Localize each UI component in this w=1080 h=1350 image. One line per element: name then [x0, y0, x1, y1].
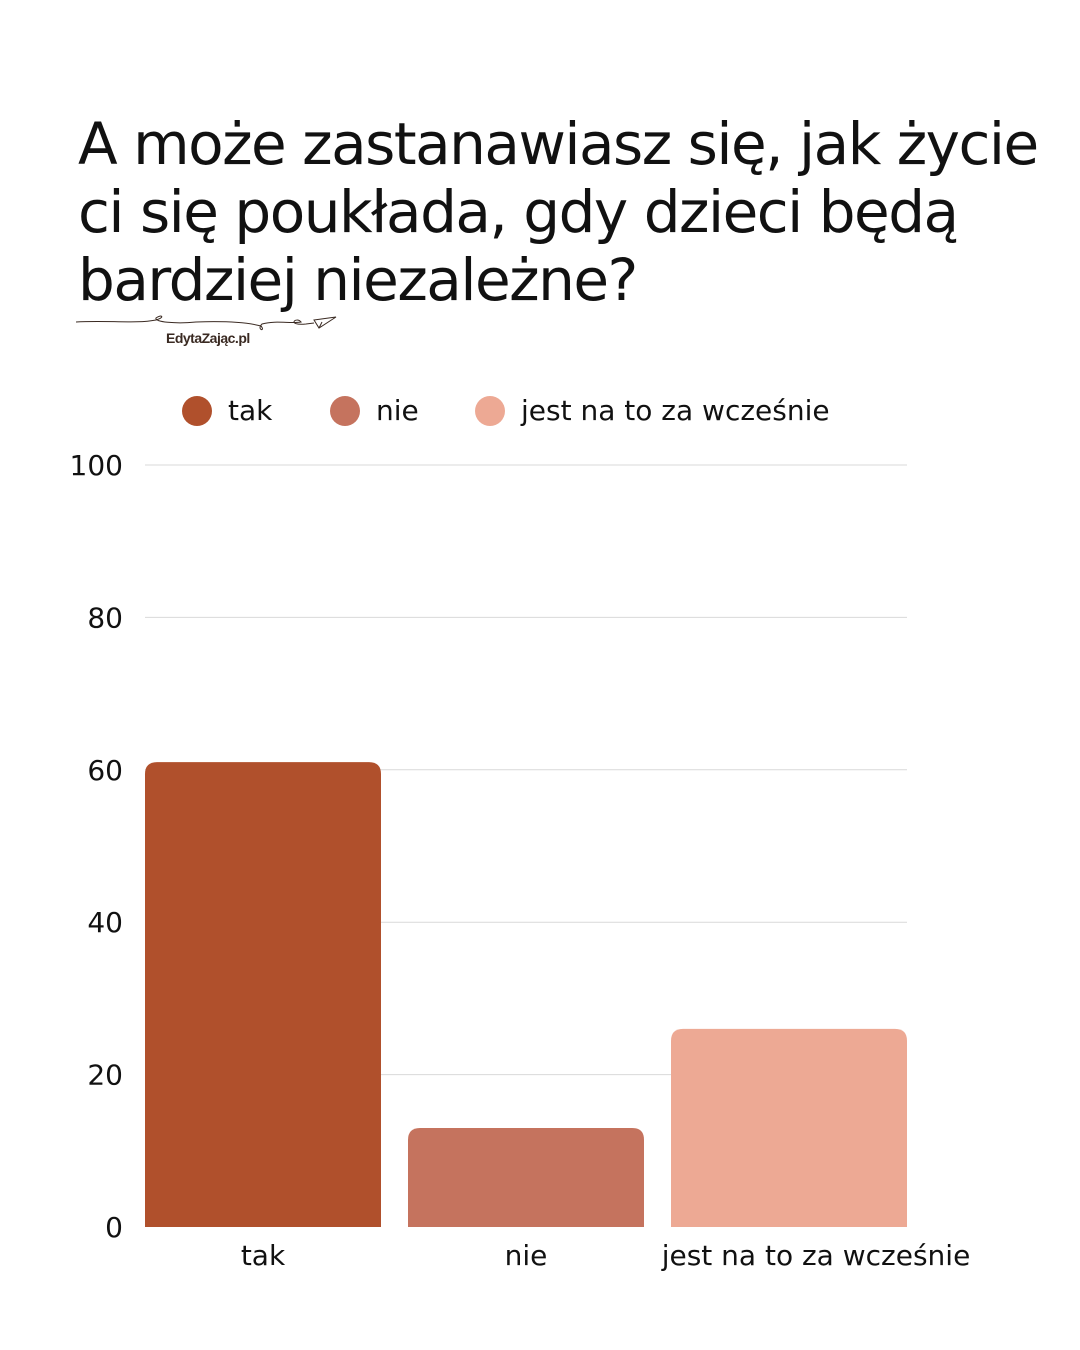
bar-tak: [145, 762, 381, 1227]
logo-text: EdytaZając.pl: [166, 330, 250, 346]
legend-label: jest na to za wcześnie: [520, 394, 830, 427]
legend-swatch: [182, 396, 212, 426]
y-tick-label: 80: [87, 601, 123, 634]
y-tick-label: 60: [87, 754, 123, 787]
legend-swatch: [330, 396, 360, 426]
legend-label: nie: [376, 394, 419, 427]
legend-swatch: [475, 396, 505, 426]
bar-jest-na-to-za-wcześnie: [671, 1028, 907, 1227]
bar-nie: [408, 1127, 644, 1227]
x-tick-label: jest na to za wcześnie: [661, 1239, 971, 1272]
y-tick-label: 100: [70, 449, 123, 482]
logo-paper-plane-line: [76, 315, 337, 331]
x-tick-label: nie: [505, 1239, 548, 1272]
y-tick-label: 20: [87, 1059, 123, 1092]
legend-label: tak: [228, 394, 273, 427]
chart-title: A może zastanawiasz się, jak życie ci si…: [78, 110, 1039, 314]
y-tick-label: 40: [87, 906, 123, 939]
x-tick-label: tak: [241, 1239, 286, 1272]
y-tick-label: 0: [105, 1211, 123, 1244]
